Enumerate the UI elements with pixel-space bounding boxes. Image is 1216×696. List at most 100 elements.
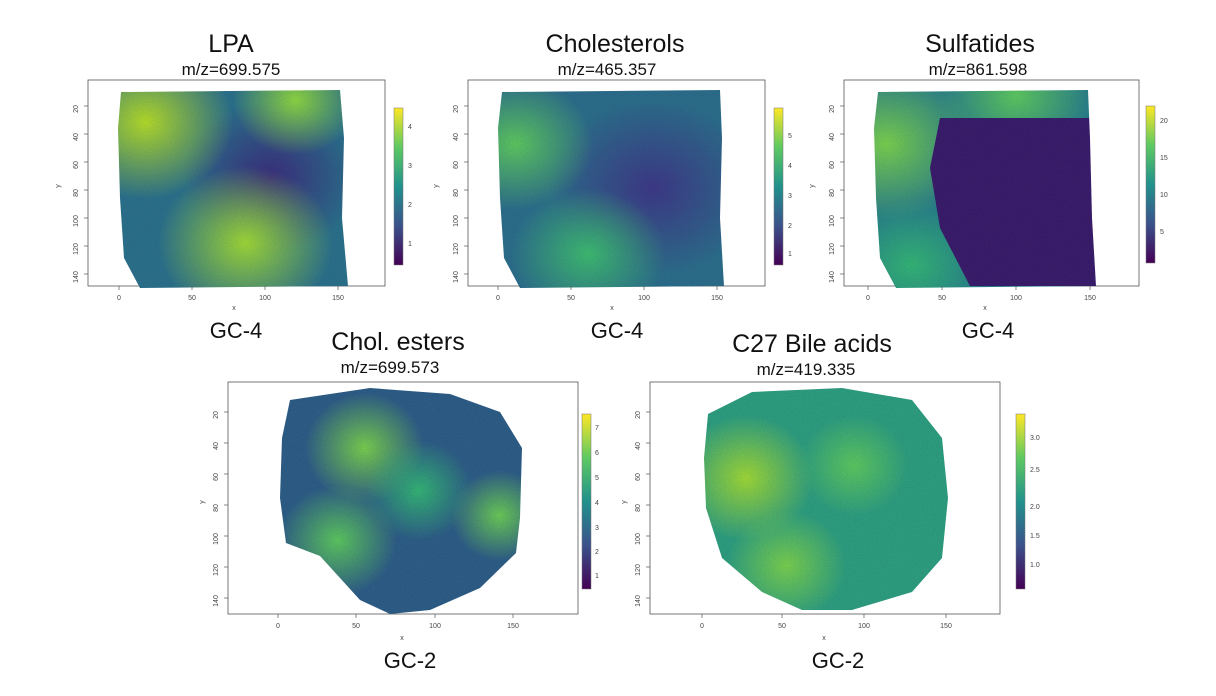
colorbar-tick: 4 [788,163,792,170]
y-tick-label: 60 [453,161,460,169]
x-tick-label: 50 [778,623,786,630]
x-tick-label: 50 [188,295,196,302]
x-axis-label: x [232,305,236,312]
y-axis: 20 40 60 80 100 120 140 y [55,105,88,283]
y-tick-label: 120 [213,564,220,576]
sample-label: GC-4 [590,318,644,343]
panel-mz: m/z=699.575 [181,60,281,79]
y-tick-label: 60 [73,161,80,169]
sample-label: GC-4 [209,318,263,343]
x-tick-label: 0 [700,623,704,630]
y-tick-label: 80 [213,504,220,512]
y-tick-label: 100 [453,215,460,227]
x-tick-label: 0 [276,623,280,630]
colorbar-tick: 7 [595,425,599,432]
colorbar-tick: 5 [595,475,599,482]
x-tick-label: 100 [1010,295,1022,302]
x-tick-label: 150 [711,295,723,302]
x-tick-label: 150 [332,295,344,302]
colorbar-tick: 1 [788,251,792,258]
colorbar-tick: 4 [595,500,599,507]
x-axis-label: x [822,635,826,642]
y-axis: 20 40 60 80 100 120 140 y [433,105,468,283]
x-tick-label: 100 [429,623,441,630]
colorbar-tick: 3 [788,193,792,200]
colorbar-tick: 2 [595,549,599,556]
panel-mz: m/z=465.357 [557,60,657,79]
y-tick-label: 80 [829,189,836,197]
y-tick-label: 40 [213,442,220,450]
y-tick-label: 120 [73,243,80,255]
x-tick-label: 0 [496,295,500,302]
colorbar-tick: 4 [408,124,412,131]
x-tick-label: 150 [940,623,952,630]
colorbar-tick: 15 [1160,155,1168,162]
colorbar: 1.0 1.5 2.0 2.5 3.0 [1015,413,1040,590]
ims-panel-lpa: 20 40 60 80 100 120 140 y 0 50 100 150 x… [55,79,412,312]
y-tick-label: 40 [829,133,836,141]
ims-panel-cholesterols: 20 40 60 80 100 120 140 y 0 50 100 150 x… [433,79,792,312]
colorbar-tick: 6 [595,450,599,457]
x-axis: 0 50 100 150 x [117,286,344,312]
sample-label: GC-2 [811,648,865,673]
x-axis-label: x [983,305,987,312]
colorbar-tick: 2 [788,223,792,230]
panel-title: Cholesterols [545,30,685,58]
x-axis: 0 50 100 150 x [276,614,519,642]
x-tick-label: 100 [638,295,650,302]
sample-label: GC-2 [383,648,437,673]
panel-mz: m/z=861.598 [928,60,1028,79]
colorbar-tick: 3.0 [1030,435,1040,442]
y-tick-label: 120 [829,243,836,255]
panel-title: C27 Bile acids [732,330,892,358]
y-tick-label: 100 [213,533,220,545]
y-tick-label: 20 [73,105,80,113]
colorbar: 1 2 3 4 [393,107,412,266]
y-tick-label: 40 [73,133,80,141]
y-tick-label: 20 [213,411,220,419]
colorbar-tick: 20 [1160,118,1168,125]
colorbar-tick: 1.5 [1030,533,1040,540]
y-tick-label: 80 [73,189,80,197]
ims-panel-c27-bile-acids: 20 40 60 80 100 120 140 y 0 50 100 150 x… [621,381,1040,642]
x-tick-label: 0 [866,295,870,302]
y-axis: 20 40 60 80 100 120 140 y [809,105,844,283]
y-tick-label: 20 [635,411,642,419]
x-axis: 0 50 100 150 x [496,286,723,312]
y-axis-label: y [809,184,816,188]
y-tick-label: 60 [829,161,836,169]
y-tick-label: 60 [635,473,642,481]
y-tick-label: 60 [213,473,220,481]
x-tick-label: 100 [259,295,271,302]
y-tick-label: 100 [635,533,642,545]
y-axis-label: y [621,500,628,504]
colorbar: 1 2 3 4 5 6 7 [581,413,599,590]
x-tick-label: 50 [352,623,360,630]
x-tick-label: 150 [507,623,519,630]
y-axis-label: y [55,184,62,188]
x-tick-label: 100 [858,623,870,630]
colorbar-tick: 5 [788,133,792,140]
y-axis: 20 40 60 80 100 120 140 y [621,411,650,607]
y-tick-label: 140 [213,595,220,607]
ims-panel-sulfatides: 20 40 60 80 100 120 140 y 0 50 100 150 x… [809,79,1168,312]
x-axis: 0 50 100 150 x [866,286,1096,312]
x-tick-label: 0 [117,295,121,302]
colorbar-tick: 10 [1160,192,1168,199]
y-tick-label: 120 [635,564,642,576]
colorbar-tick: 3 [408,163,412,170]
x-axis-label: x [400,635,404,642]
y-tick-label: 40 [453,133,460,141]
y-axis: 20 40 60 80 100 120 140 y [199,411,228,607]
y-axis-label: y [433,184,440,188]
y-tick-label: 80 [635,504,642,512]
colorbar: 5 10 15 20 [1145,105,1168,264]
colorbar-tick: 1 [408,241,412,248]
colorbar-tick: 2.5 [1030,467,1040,474]
x-axis-label: x [610,305,614,312]
y-tick-label: 20 [829,105,836,113]
ims-panel-chol-esters: 20 40 60 80 100 120 140 y 0 50 100 150 x… [199,381,599,642]
y-tick-label: 140 [635,595,642,607]
y-tick-label: 140 [73,271,80,283]
sample-label: GC-4 [961,318,1015,343]
